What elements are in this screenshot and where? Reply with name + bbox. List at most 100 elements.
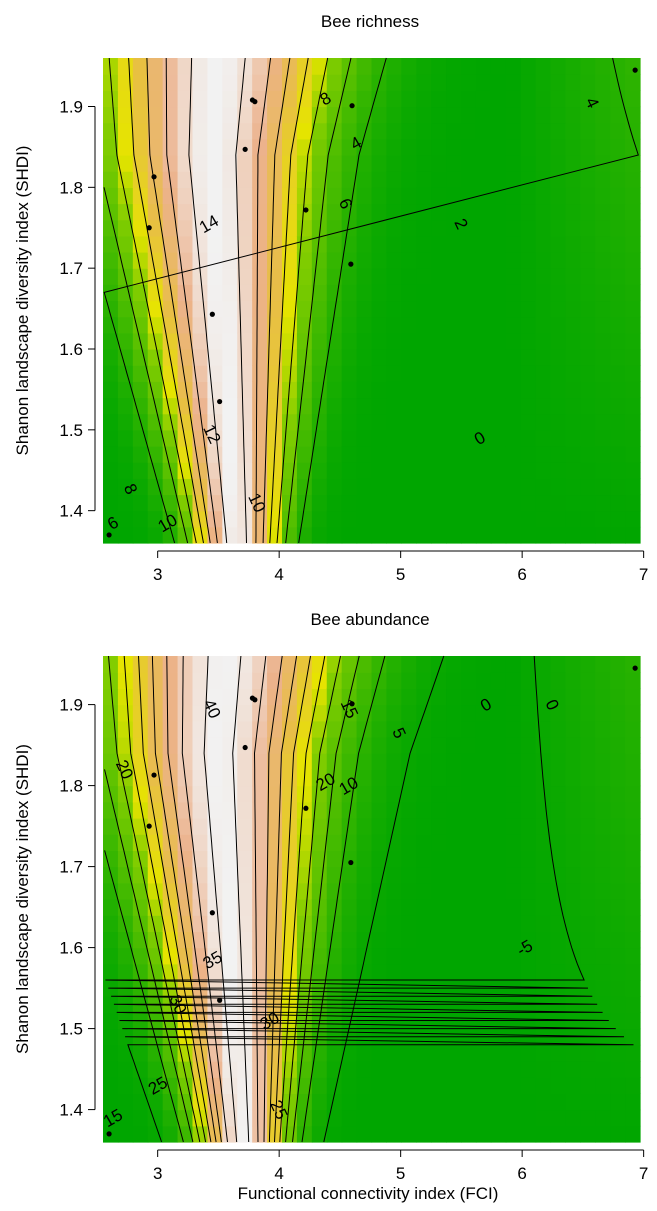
heat-cell <box>535 446 552 463</box>
heat-cell <box>341 332 358 350</box>
heat-cell <box>341 753 358 770</box>
heat-cell <box>117 737 134 754</box>
heat-cell <box>252 1061 268 1078</box>
heat-cell <box>147 931 164 949</box>
heat-cell <box>550 349 567 366</box>
heat-cell <box>565 316 581 334</box>
heat-cell <box>237 446 253 463</box>
sample-point <box>242 744 248 751</box>
heat-cell <box>446 122 462 140</box>
heat-cell <box>207 187 223 205</box>
heat-cell <box>461 171 477 188</box>
heat-cell <box>296 688 313 706</box>
x-tick-label: 6 <box>517 565 526 584</box>
heat-cell <box>386 446 402 463</box>
heat-cell <box>356 332 373 350</box>
heat-cell <box>177 947 194 965</box>
heat-cell <box>550 672 567 689</box>
heat-cell <box>505 1061 522 1078</box>
heat-cell <box>580 1077 596 1094</box>
heat-cell <box>326 171 343 188</box>
heat-cell <box>595 801 611 819</box>
heat-cell <box>461 429 477 447</box>
heat-cell <box>580 688 596 706</box>
heat-cell <box>461 1093 477 1111</box>
heat-cell <box>132 429 149 447</box>
heat-cell <box>565 332 581 350</box>
heat-cell <box>625 332 641 350</box>
heat-cell <box>565 866 581 884</box>
heat-cell <box>610 882 626 900</box>
heat-cell <box>505 1093 522 1111</box>
heat-cell <box>311 235 328 253</box>
heat-cell <box>103 1044 119 1062</box>
heat-cell <box>296 155 313 172</box>
heat-cell <box>356 510 373 528</box>
heat-cell <box>520 171 537 188</box>
heat-cell <box>326 720 343 738</box>
heat-cell <box>490 882 507 900</box>
contour-line <box>151 655 217 1143</box>
heat-cell <box>326 268 343 285</box>
heat-cell <box>625 688 641 706</box>
heat-cell <box>610 413 626 431</box>
heat-cell <box>386 90 402 108</box>
heat-cell <box>416 526 432 544</box>
heat-cell <box>311 1125 328 1143</box>
heat-cell <box>565 704 581 722</box>
panel-title: Bee richness <box>321 12 419 31</box>
contour-line <box>108 655 201 1143</box>
heat-cell <box>490 510 507 528</box>
heat-cell <box>117 58 134 75</box>
heat-cell <box>535 349 552 366</box>
heat-cell <box>252 931 268 949</box>
heat-cell <box>356 720 373 738</box>
heat-cell <box>580 235 596 253</box>
heat-cell <box>386 1077 402 1094</box>
heat-cell <box>401 1044 417 1062</box>
heat-cell <box>580 268 596 285</box>
heat-cell <box>326 526 343 544</box>
heat-cell <box>326 284 343 302</box>
heat-cell <box>162 801 179 819</box>
heat-cell <box>416 316 432 334</box>
heat-cell <box>595 429 611 447</box>
heat-cell <box>267 138 283 156</box>
heat-cell <box>252 947 268 965</box>
heat-cell <box>311 494 328 512</box>
heat-cell <box>326 187 343 205</box>
heat-cell <box>207 899 223 916</box>
heat-cell <box>207 429 223 447</box>
heat-cell <box>326 58 343 75</box>
heat-cell <box>147 235 164 253</box>
heat-cell <box>177 268 194 285</box>
heat-cell <box>520 300 537 318</box>
heat-cell <box>490 381 507 399</box>
heat-cell <box>580 720 596 738</box>
heat-cell <box>177 785 194 803</box>
x-tick-label: 7 <box>639 565 648 584</box>
heat-cell <box>177 688 194 706</box>
heat-cell <box>535 688 552 706</box>
heat-cell <box>267 58 283 75</box>
heat-cell <box>267 462 283 479</box>
heat-cell <box>103 899 119 916</box>
heat-cell <box>625 365 641 382</box>
heat-cell <box>222 122 238 140</box>
heat-cell <box>103 203 119 221</box>
heat-cell <box>371 187 388 205</box>
heat-cell <box>520 769 537 787</box>
heat-cell <box>162 381 179 399</box>
heat-cell <box>416 882 432 900</box>
heat-cell <box>461 90 477 108</box>
heat-cell <box>356 187 373 205</box>
heat-cell <box>147 753 164 770</box>
heat-cell <box>431 122 447 140</box>
heat-cell <box>162 446 179 463</box>
heat-cell <box>625 963 641 981</box>
heat-cell <box>520 122 537 140</box>
heat-cell <box>117 818 134 835</box>
heat-cell <box>177 1125 194 1143</box>
heat-cell <box>296 58 313 75</box>
heat-cell <box>296 252 313 269</box>
